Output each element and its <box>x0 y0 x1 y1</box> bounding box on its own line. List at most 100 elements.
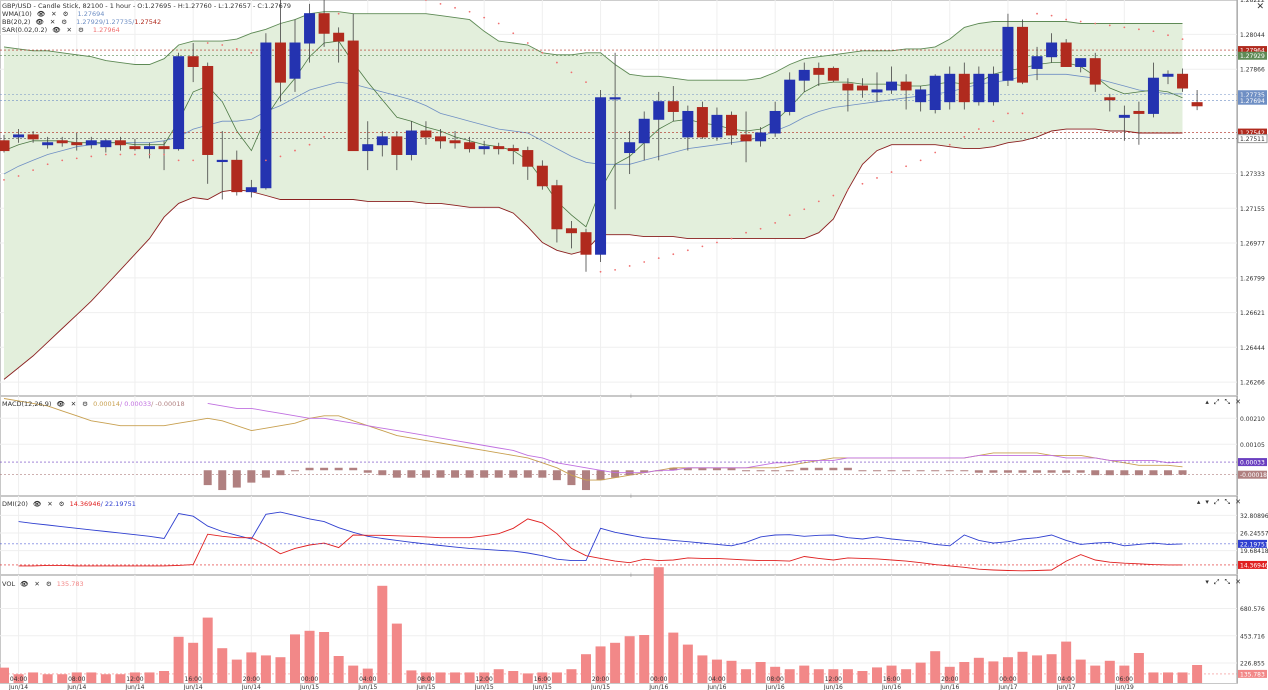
macd-histogram-bar <box>305 467 314 471</box>
y-tick-label: 1.28222 <box>1240 0 1265 4</box>
volume-bar <box>115 674 126 683</box>
bearish-candle <box>202 65 214 155</box>
volume-bar <box>377 585 388 683</box>
remove-icon[interactable]: ✕ <box>49 18 56 26</box>
vol-legend: VOL 👁 ✕ ⚙ 135.783 <box>2 580 84 588</box>
y-tick-label: 1.27155 <box>1240 206 1265 213</box>
x-tick-time-label: 06:00 <box>1116 676 1133 683</box>
volume-bar <box>231 659 242 683</box>
visibility-icon[interactable]: 👁 <box>36 10 46 18</box>
bearish-candle <box>1133 110 1145 114</box>
remove-icon[interactable]: ✕ <box>66 26 72 34</box>
remove-icon[interactable]: ✕ <box>34 580 40 588</box>
settings-icon[interactable]: ⚙ <box>58 500 65 508</box>
macd-pane-controls[interactable]: ▴⤢⤡✕ <box>1205 398 1246 406</box>
di-plus-line <box>18 511 1183 562</box>
bearish-candle <box>449 140 461 144</box>
price-tag-box <box>1238 46 1267 55</box>
bearish-candle <box>1089 58 1101 85</box>
dmi-pane-controls[interactable]: ▴▾⤢⤡✕ <box>1196 498 1246 506</box>
bearish-candle <box>580 232 592 255</box>
x-tick-date-label: Jun/15 <box>590 684 610 690</box>
volume-bar <box>711 659 722 683</box>
y-tick-label: 453.716 <box>1240 633 1265 640</box>
price-tag-box <box>1238 128 1267 137</box>
x-tick-date-label: Jun/16 <box>823 684 843 690</box>
bullish-candle <box>638 118 650 144</box>
volume-bar <box>42 674 53 683</box>
sar-dot <box>628 265 631 267</box>
sar-dot <box>425 0 427 1</box>
y-tick-label: 1.26977 <box>1240 241 1265 248</box>
indicator-tag-label: -0.00018 <box>1240 472 1267 479</box>
bullish-candle <box>595 97 607 255</box>
bearish-candle <box>347 40 359 152</box>
x-tick-time-label: 00:00 <box>650 676 667 683</box>
bullish-candle <box>245 187 257 193</box>
remove-icon[interactable]: ✕ <box>51 10 57 18</box>
sar-dot <box>294 149 296 152</box>
sar-dot <box>585 81 587 84</box>
visibility-icon[interactable]: 👁 <box>32 500 42 508</box>
macd-histogram-bar <box>407 470 416 478</box>
indicator-tag-box <box>1238 669 1267 678</box>
vol-pane-controls[interactable]: ▾⤢⤡✕ <box>1205 578 1246 586</box>
x-tick-date-label: Jun/17 <box>1056 684 1076 690</box>
sar-label: SAR(0.02,0.2) <box>2 26 48 34</box>
sar-dot <box>265 159 267 162</box>
volume-bar <box>202 617 213 683</box>
pane-splitter[interactable]: ⁞ <box>630 493 632 500</box>
bullish-candle <box>711 114 723 138</box>
bullish-candle <box>376 136 388 146</box>
bearish-candle <box>958 73 970 103</box>
bb-legend: BB(20,2) 👁 ✕ ⚙ 1.27929/1.27735/1.27542 <box>2 18 161 26</box>
remove-icon[interactable]: ✕ <box>70 400 77 408</box>
macd-histogram-bar <box>698 467 707 471</box>
settings-icon[interactable]: ⚙ <box>62 10 69 18</box>
x-tick-time-label: 16:00 <box>534 676 551 683</box>
visibility-icon[interactable]: 👁 <box>20 580 29 588</box>
x-tick-date-label: Jun/16 <box>706 684 726 690</box>
bearish-candle <box>1191 102 1203 107</box>
macd-histogram-bar <box>480 470 489 478</box>
pane-splitter[interactable]: ⁞ <box>630 393 632 400</box>
volume-bar <box>319 632 330 683</box>
macd-histogram-bar <box>567 470 576 486</box>
visibility-icon[interactable]: 👁 <box>35 18 44 26</box>
settings-icon[interactable]: ⚙ <box>82 400 88 408</box>
visibility-icon[interactable]: 👁 <box>52 26 61 34</box>
price-tag-box <box>1238 96 1267 105</box>
sar-dot <box>119 153 122 156</box>
macd-line <box>3 398 1183 481</box>
settings-icon[interactable]: ⚙ <box>61 18 68 26</box>
wma-legend: WMA(10) 👁 ✕ ⚙ 1.27694 <box>2 10 104 18</box>
bearish-candle <box>56 140 68 144</box>
macd-histogram-bar <box>1091 470 1100 476</box>
sar-dot <box>192 159 195 162</box>
sar-dot <box>832 194 835 197</box>
volume-bar <box>988 661 999 683</box>
bearish-candle <box>842 83 854 91</box>
remove-icon[interactable]: ✕ <box>47 500 53 508</box>
visibility-icon[interactable]: 👁 <box>56 400 65 408</box>
sar-dot <box>963 135 966 138</box>
x-tick-time-label: 04:00 <box>359 676 376 683</box>
settings-icon[interactable]: ⚙ <box>77 26 84 34</box>
macd-histogram-bar <box>756 470 765 472</box>
sar-dot <box>730 237 733 240</box>
bearish-candle <box>493 146 505 150</box>
macd-histogram-bar <box>509 470 518 478</box>
settings-icon[interactable]: ⚙ <box>45 580 52 588</box>
sar-dot <box>745 231 747 234</box>
pane-splitter[interactable]: ⁞ <box>630 572 632 579</box>
bearish-candle <box>114 140 126 146</box>
macd-histogram-bar <box>261 470 270 478</box>
macd-histogram-bar <box>873 470 881 472</box>
volume-bar <box>610 642 621 683</box>
macd-histogram-bar <box>291 470 299 472</box>
close-icon[interactable]: ✕ <box>1256 2 1264 12</box>
macd-histogram-bar <box>494 470 503 478</box>
volume-bar <box>1119 665 1130 683</box>
y-tick-label: 1.26799 <box>1240 275 1265 282</box>
x-tick-time-label: 08:00 <box>417 676 434 683</box>
